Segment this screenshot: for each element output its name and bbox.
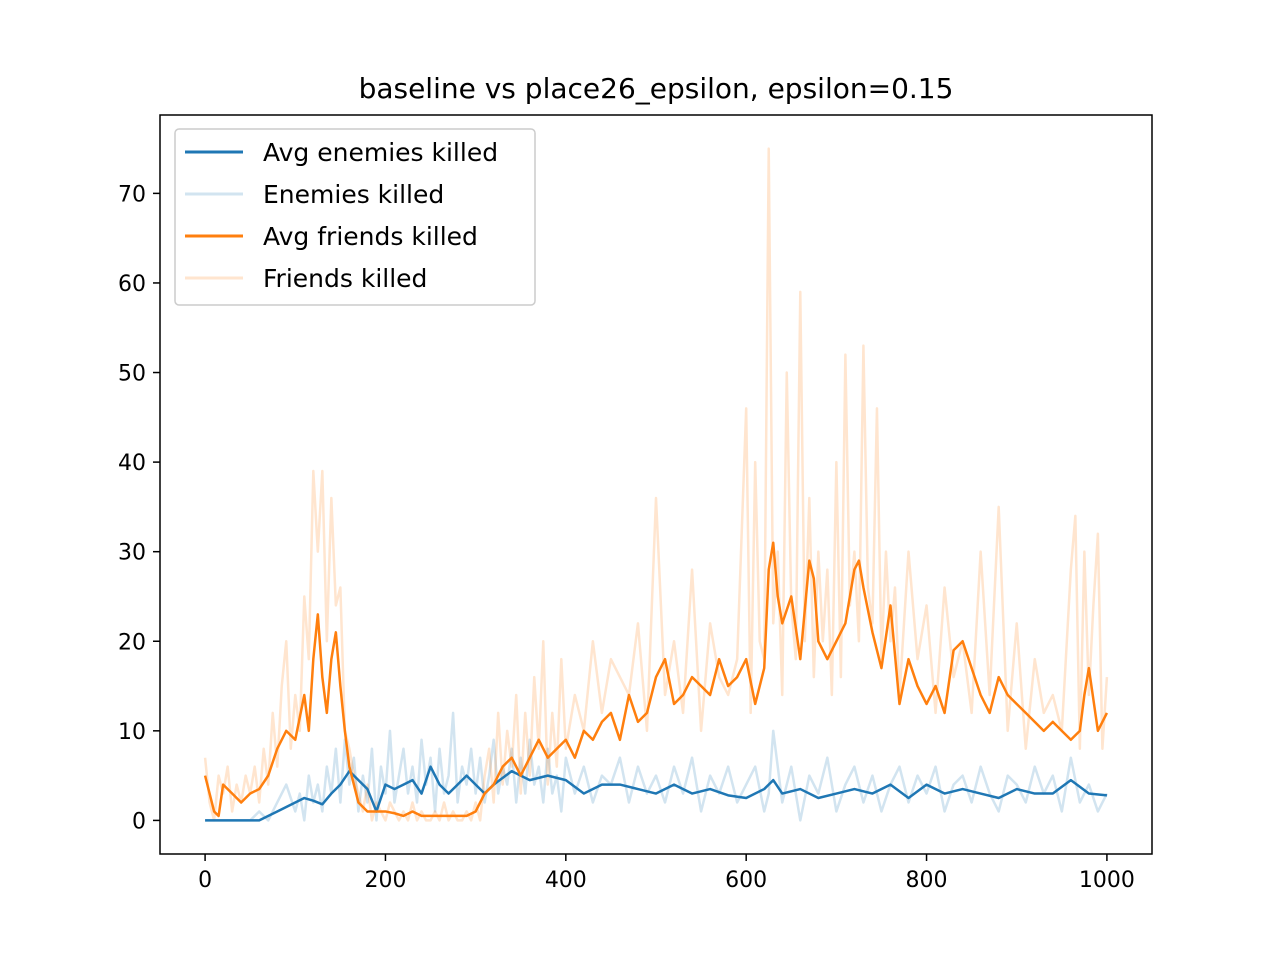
y-tick-label: 20 bbox=[118, 630, 146, 655]
y-tick-label: 30 bbox=[118, 541, 146, 566]
y-tick-label: 50 bbox=[118, 362, 146, 387]
x-tick-label: 200 bbox=[364, 868, 406, 893]
legend-box bbox=[174, 128, 536, 306]
chart-title: baseline vs place26_epsilon, epsilon=0.1… bbox=[359, 72, 954, 105]
plot-layer bbox=[203, 147, 1109, 822]
y-tick-label: 40 bbox=[118, 451, 146, 476]
legend-label-friends-killed: Friends killed bbox=[263, 264, 427, 293]
legend-label-enemies-killed: Enemies killed bbox=[263, 180, 444, 209]
x-tick-label: 400 bbox=[545, 868, 587, 893]
y-axis-ticks: 0 10 20 30 40 50 60 70 bbox=[118, 182, 160, 834]
series-line-friends-killed bbox=[203, 147, 1109, 822]
x-axis-ticks: 0 200 400 600 800 1000 bbox=[198, 854, 1135, 893]
legend: Avg enemies killed Enemies killed Avg frie… bbox=[174, 128, 536, 306]
series-line-avg-enemies-killed bbox=[205, 765, 1108, 822]
plot-frame bbox=[159, 114, 1153, 855]
x-tick-label: 1000 bbox=[1079, 868, 1135, 893]
x-tick-label: 800 bbox=[906, 868, 948, 893]
series-line-enemies-killed bbox=[205, 711, 1109, 822]
y-tick-label: 10 bbox=[118, 720, 146, 745]
y-tick-label: 0 bbox=[132, 809, 146, 834]
legend-label-avg-friends-killed: Avg friends killed bbox=[263, 222, 478, 251]
series-line-avg-friends-killed bbox=[203, 541, 1109, 818]
y-tick-label: 60 bbox=[118, 272, 146, 297]
x-tick-label: 0 bbox=[198, 868, 212, 893]
legend-label-avg-enemies-killed: Avg enemies killed bbox=[263, 138, 498, 167]
x-tick-label: 600 bbox=[725, 868, 767, 893]
y-tick-label: 70 bbox=[118, 182, 146, 207]
